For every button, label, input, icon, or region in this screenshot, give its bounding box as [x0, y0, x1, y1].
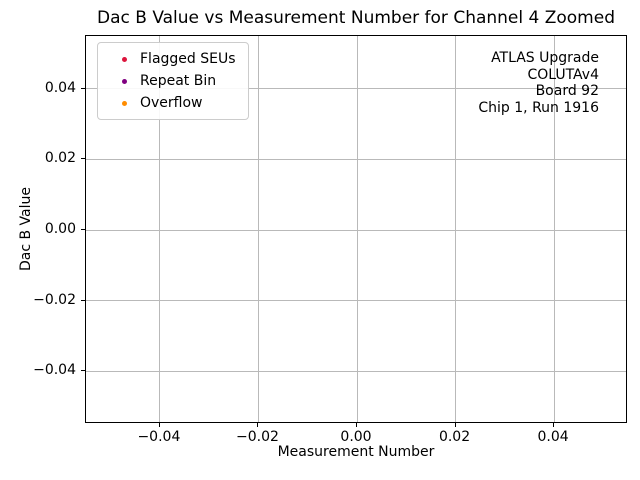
x-tick-mark: [158, 423, 160, 427]
y-gridline: [86, 158, 626, 160]
legend: Flagged SEUs Repeat Bin Overflow: [97, 42, 249, 120]
y-gridline: [86, 88, 626, 90]
y-gridline: [86, 229, 626, 231]
x-gridline: [356, 36, 358, 422]
y-tick-label: 0.00: [44, 221, 76, 237]
legend-item-label: Flagged SEUs: [140, 51, 236, 67]
y-tick-mark: [81, 370, 85, 372]
y-axis-label: Dac B Value: [18, 186, 34, 272]
x-tick-mark: [454, 423, 456, 427]
x-tick-label: −0.04: [137, 429, 181, 445]
y-tick-mark: [81, 229, 85, 230]
legend-item: Repeat Bin: [98, 70, 236, 92]
chart-title: Dac B Value vs Measurement Number for Ch…: [97, 8, 615, 28]
x-gridline: [159, 36, 161, 422]
x-tick-label: −0.02: [236, 429, 279, 445]
x-gridline: [257, 36, 259, 422]
x-gridline: [455, 36, 457, 422]
annotation-text-block: ATLAS Upgrade COLUTAv4 Board 92 Chip 1, Run…: [478, 50, 599, 116]
annotation-line: ATLAS Upgrade: [491, 50, 599, 66]
legend-item: Overflow: [98, 92, 236, 114]
legend-item-label: Overflow: [140, 95, 203, 111]
y-tick-label: 0.02: [44, 150, 76, 167]
y-tick-label: 0.04: [44, 79, 76, 96]
plot-area: Flagged SEUs Repeat Bin Overflow ATLAS Upg…: [85, 35, 627, 423]
y-tick-mark: [81, 158, 85, 160]
x-axis-label: Measurement Number: [277, 444, 435, 460]
x-tick-mark: [553, 423, 555, 427]
scatter-marker-icon: [122, 100, 127, 106]
y-tick-label: −0.04: [33, 362, 76, 379]
x-tick-label: 0.02: [438, 429, 471, 445]
y-tick-mark: [81, 299, 85, 301]
y-gridline: [86, 300, 626, 302]
legend-item-label: Repeat Bin: [140, 73, 217, 89]
x-tick-mark: [257, 423, 259, 427]
scatter-marker-icon: [122, 78, 127, 84]
x-tick-label: 0.00: [340, 429, 372, 445]
y-tick-mark: [81, 87, 85, 89]
annotation-line: Chip 1, Run 1916: [478, 99, 599, 116]
y-tick-label: −0.02: [33, 291, 76, 308]
y-gridline: [86, 370, 626, 372]
x-tick-mark: [356, 423, 357, 427]
x-tick-label: 0.04: [537, 429, 569, 445]
legend-item: Flagged SEUs: [98, 48, 236, 70]
annotation-line: COLUTAv4: [527, 66, 599, 83]
annotation-line: Board 92: [535, 83, 599, 99]
x-gridline: [553, 36, 555, 422]
scatter-marker-icon: [122, 56, 127, 62]
